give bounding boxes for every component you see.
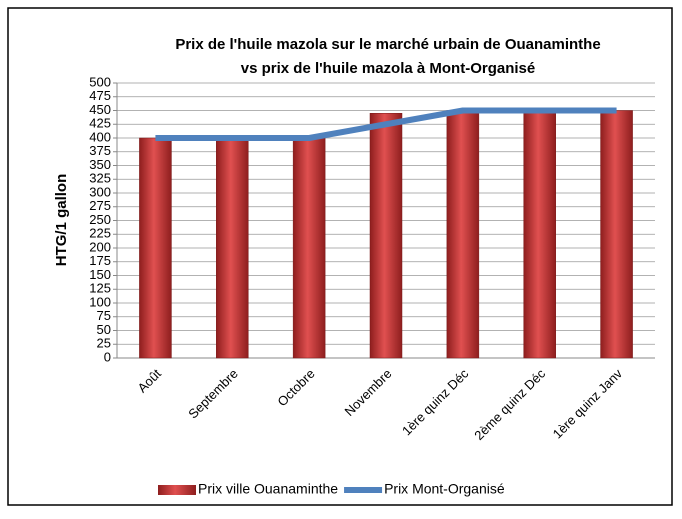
y-tick-label: 350: [89, 157, 111, 172]
bar: [216, 137, 249, 359]
chart-title: Prix de l'huile mazola sur le marché urb…: [175, 36, 600, 53]
bar: [139, 137, 172, 359]
y-tick-label: 300: [89, 184, 111, 199]
y-tick-label: 450: [89, 102, 111, 117]
bar: [292, 137, 326, 359]
bar: [369, 113, 403, 359]
y-tick-label: 75: [97, 308, 111, 323]
y-tick-label: 400: [89, 129, 111, 144]
legend-swatch: [158, 485, 196, 495]
y-tick-label: 475: [89, 88, 111, 103]
y-tick-label: 500: [89, 74, 111, 89]
bar: [600, 110, 633, 359]
y-tick-label: 325: [89, 171, 111, 186]
line: [155, 107, 617, 141]
y-tick-label: 200: [89, 239, 111, 254]
y-axis-label: HTG/1 gallon: [53, 174, 70, 267]
y-tick-label: 0: [104, 349, 111, 364]
y-tick-label: 150: [89, 267, 111, 282]
chart-border: [7, 7, 673, 506]
y-tick-label: 100: [89, 294, 111, 309]
y-tick-label: 275: [89, 198, 111, 213]
y-tick-label: 125: [89, 281, 111, 296]
y-tick-label: 50: [97, 322, 111, 337]
legend-label: Prix ville Ouanaminthe: [198, 481, 338, 497]
bar: [446, 110, 480, 359]
y-tick-label: 25: [97, 336, 111, 351]
y-tick-label: 250: [89, 212, 111, 227]
y-tick-label: 175: [89, 253, 111, 268]
chart-title: vs prix de l'huile mazola à Mont-Organis…: [241, 60, 535, 77]
y-tick-label: 425: [89, 116, 111, 131]
bar: [523, 110, 556, 359]
legend-label: Prix Mont-Organisé: [384, 481, 505, 497]
y-tick-label: 375: [89, 143, 111, 158]
y-tick-label: 225: [89, 226, 111, 241]
